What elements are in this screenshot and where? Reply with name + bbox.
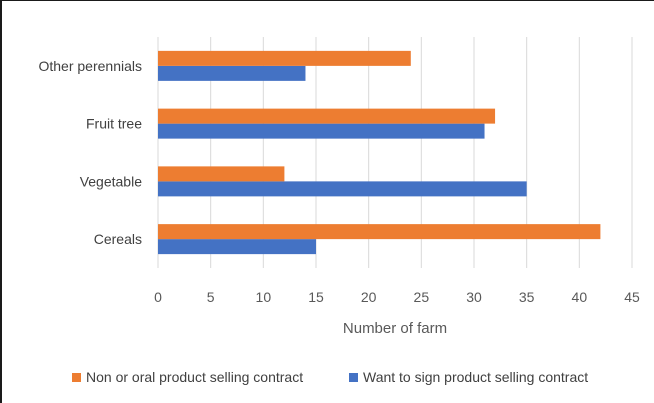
bars xyxy=(158,50,601,255)
bar-vegetable-non-or-oral-product-selling-contract xyxy=(158,166,285,182)
legend-swatch-want-to-sign-product-selling-contract xyxy=(349,373,358,382)
x-tick-label-0: 0 xyxy=(154,289,162,305)
legend-swatch-non-or-oral-product-selling-contract xyxy=(72,373,81,382)
x-tick-label-5: 5 xyxy=(207,289,215,305)
legend: Non or oral product selling contract Want… xyxy=(72,369,588,385)
legend-label-non-or-oral-product-selling-contract: Non or oral product selling contract xyxy=(86,369,303,385)
x-axis-title: Number of farm xyxy=(343,320,447,337)
x-tick-label-15: 15 xyxy=(308,289,324,305)
x-tick-label-20: 20 xyxy=(361,289,377,305)
x-tick-labels: 0 5 10 15 20 25 30 35 40 45 xyxy=(154,289,640,305)
category-labels: Cereals Vegetable Fruit tree Other perennia… xyxy=(38,58,142,247)
bar-vegetable-want-to-sign-product-selling-contract xyxy=(158,181,527,197)
category-label-fruit-tree: Fruit tree xyxy=(86,116,142,132)
bar-other-perennials-non-or-oral-product-selling-contract xyxy=(158,50,411,66)
x-tick-label-10: 10 xyxy=(256,289,272,305)
bar-other-perennials-want-to-sign-product-selling-contract xyxy=(158,65,306,81)
category-label-cereals: Cereals xyxy=(94,231,142,247)
category-label-other-perennials: Other perennials xyxy=(38,58,142,74)
bar-cereals-want-to-sign-product-selling-contract xyxy=(158,239,316,255)
x-tick-label-35: 35 xyxy=(519,289,535,305)
x-tick-label-45: 45 xyxy=(624,289,640,305)
legend-label-want-to-sign-product-selling-contract: Want to sign product selling contract xyxy=(363,369,588,385)
x-tick-label-40: 40 xyxy=(572,289,588,305)
x-tick-label-25: 25 xyxy=(414,289,430,305)
category-label-vegetable: Vegetable xyxy=(80,173,142,189)
bar-fruit-tree-non-or-oral-product-selling-contract xyxy=(158,108,496,124)
bar-fruit-tree-want-to-sign-product-selling-contract xyxy=(158,123,485,139)
bar-cereals-non-or-oral-product-selling-contract xyxy=(158,224,601,240)
x-tick-label-30: 30 xyxy=(466,289,482,305)
